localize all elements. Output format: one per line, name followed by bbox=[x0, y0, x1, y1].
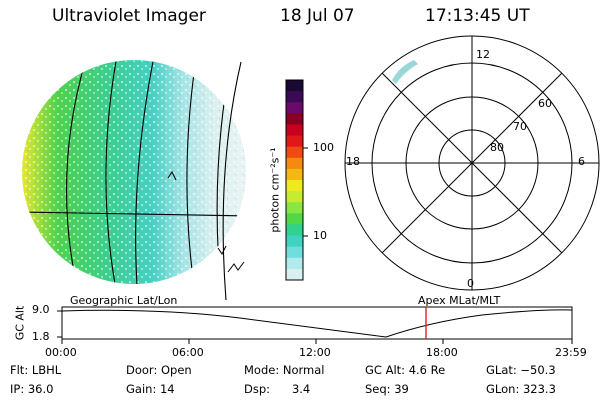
colorbar-segment bbox=[286, 191, 303, 203]
timeline-plot bbox=[57, 306, 573, 344]
footer-gain: Gain: 14 bbox=[126, 382, 175, 396]
colorbar-segment bbox=[286, 180, 303, 192]
colorbar-segment bbox=[286, 224, 303, 237]
colorbar-segment bbox=[286, 257, 303, 270]
colorbar-segment bbox=[286, 91, 303, 103]
timeline-ylabel: GC Alt bbox=[13, 305, 27, 341]
polar-plot bbox=[344, 35, 600, 291]
colorbar-ticks bbox=[303, 147, 308, 237]
colorbar-segment bbox=[286, 202, 303, 214]
colorbar-segment bbox=[286, 246, 303, 259]
footer-glon: GLon: 323.3 bbox=[486, 382, 556, 396]
observation-time: 17:13:45 UT bbox=[425, 6, 530, 26]
colorbar-segment bbox=[286, 146, 303, 159]
timeline-xtick-1200: 12:00 bbox=[299, 346, 331, 359]
earth-image bbox=[22, 60, 246, 301]
footer-mode: Mode: Normal bbox=[244, 363, 325, 377]
colorbar bbox=[285, 79, 304, 281]
lat-label-70: 70 bbox=[513, 120, 527, 133]
colorbar-segment bbox=[286, 268, 303, 281]
mlt-label-0: 0 bbox=[467, 277, 474, 290]
footer-filter: Flt: LBHL bbox=[10, 363, 62, 377]
footer-ip: IP: 36.0 bbox=[10, 382, 54, 396]
coastline-marks bbox=[227, 261, 245, 273]
colorbar-segment bbox=[286, 135, 303, 148]
colorbar-segment bbox=[286, 124, 303, 137]
polar-aurora-patch bbox=[392, 60, 418, 84]
lat-label-80: 80 bbox=[490, 141, 504, 154]
timeline-xtick-0600: 06:00 bbox=[172, 346, 204, 359]
lat-label-60: 60 bbox=[538, 97, 552, 110]
instrument-title: Ultraviolet Imager bbox=[52, 6, 206, 26]
colorbar-segment bbox=[286, 113, 303, 125]
timeline-xtick-1800: 18:00 bbox=[426, 346, 458, 359]
timeline-xtick-0000: 00:00 bbox=[45, 346, 77, 359]
footer-dsp: Dsp: 3.4 bbox=[244, 382, 311, 396]
footer-glat: GLat: −50.3 bbox=[486, 363, 556, 377]
timeline-ticks bbox=[57, 310, 573, 344]
footer-gc-alt: GC Alt: 4.6 Re bbox=[365, 363, 446, 377]
colorbar-segment bbox=[286, 102, 303, 114]
colorbar-segment bbox=[286, 80, 303, 92]
colorbar-tick-10: 10 bbox=[313, 229, 327, 242]
colorbar-segment bbox=[286, 168, 303, 181]
mlt-label-6: 6 bbox=[578, 155, 585, 168]
footer-seq: Seq: 39 bbox=[365, 382, 409, 396]
altitude-curve bbox=[61, 309, 573, 338]
colorbar-tick-100: 100 bbox=[313, 141, 334, 154]
timeline-ytick-top: 9.0 bbox=[32, 303, 50, 316]
colorbar-segment bbox=[286, 157, 303, 170]
colorbar-border bbox=[285, 79, 304, 281]
timeline-right-title: Apex MLat/MLT bbox=[418, 294, 501, 307]
mlt-label-18: 18 bbox=[346, 155, 360, 168]
observation-date: 18 Jul 07 bbox=[280, 6, 355, 26]
colorbar-unit-label: photon cm⁻²s⁻¹ bbox=[268, 147, 282, 233]
timeline-xtick-2359: 23:59 bbox=[555, 346, 587, 359]
timeline-left-title: Geographic Lat/Lon bbox=[70, 294, 178, 307]
footer-door: Door: Open bbox=[126, 363, 192, 377]
mlt-label-12: 12 bbox=[476, 48, 490, 61]
colorbar-segment bbox=[286, 213, 303, 225]
colorbar-segment bbox=[286, 235, 303, 248]
timeline-ytick-bottom: 1.8 bbox=[32, 330, 50, 343]
